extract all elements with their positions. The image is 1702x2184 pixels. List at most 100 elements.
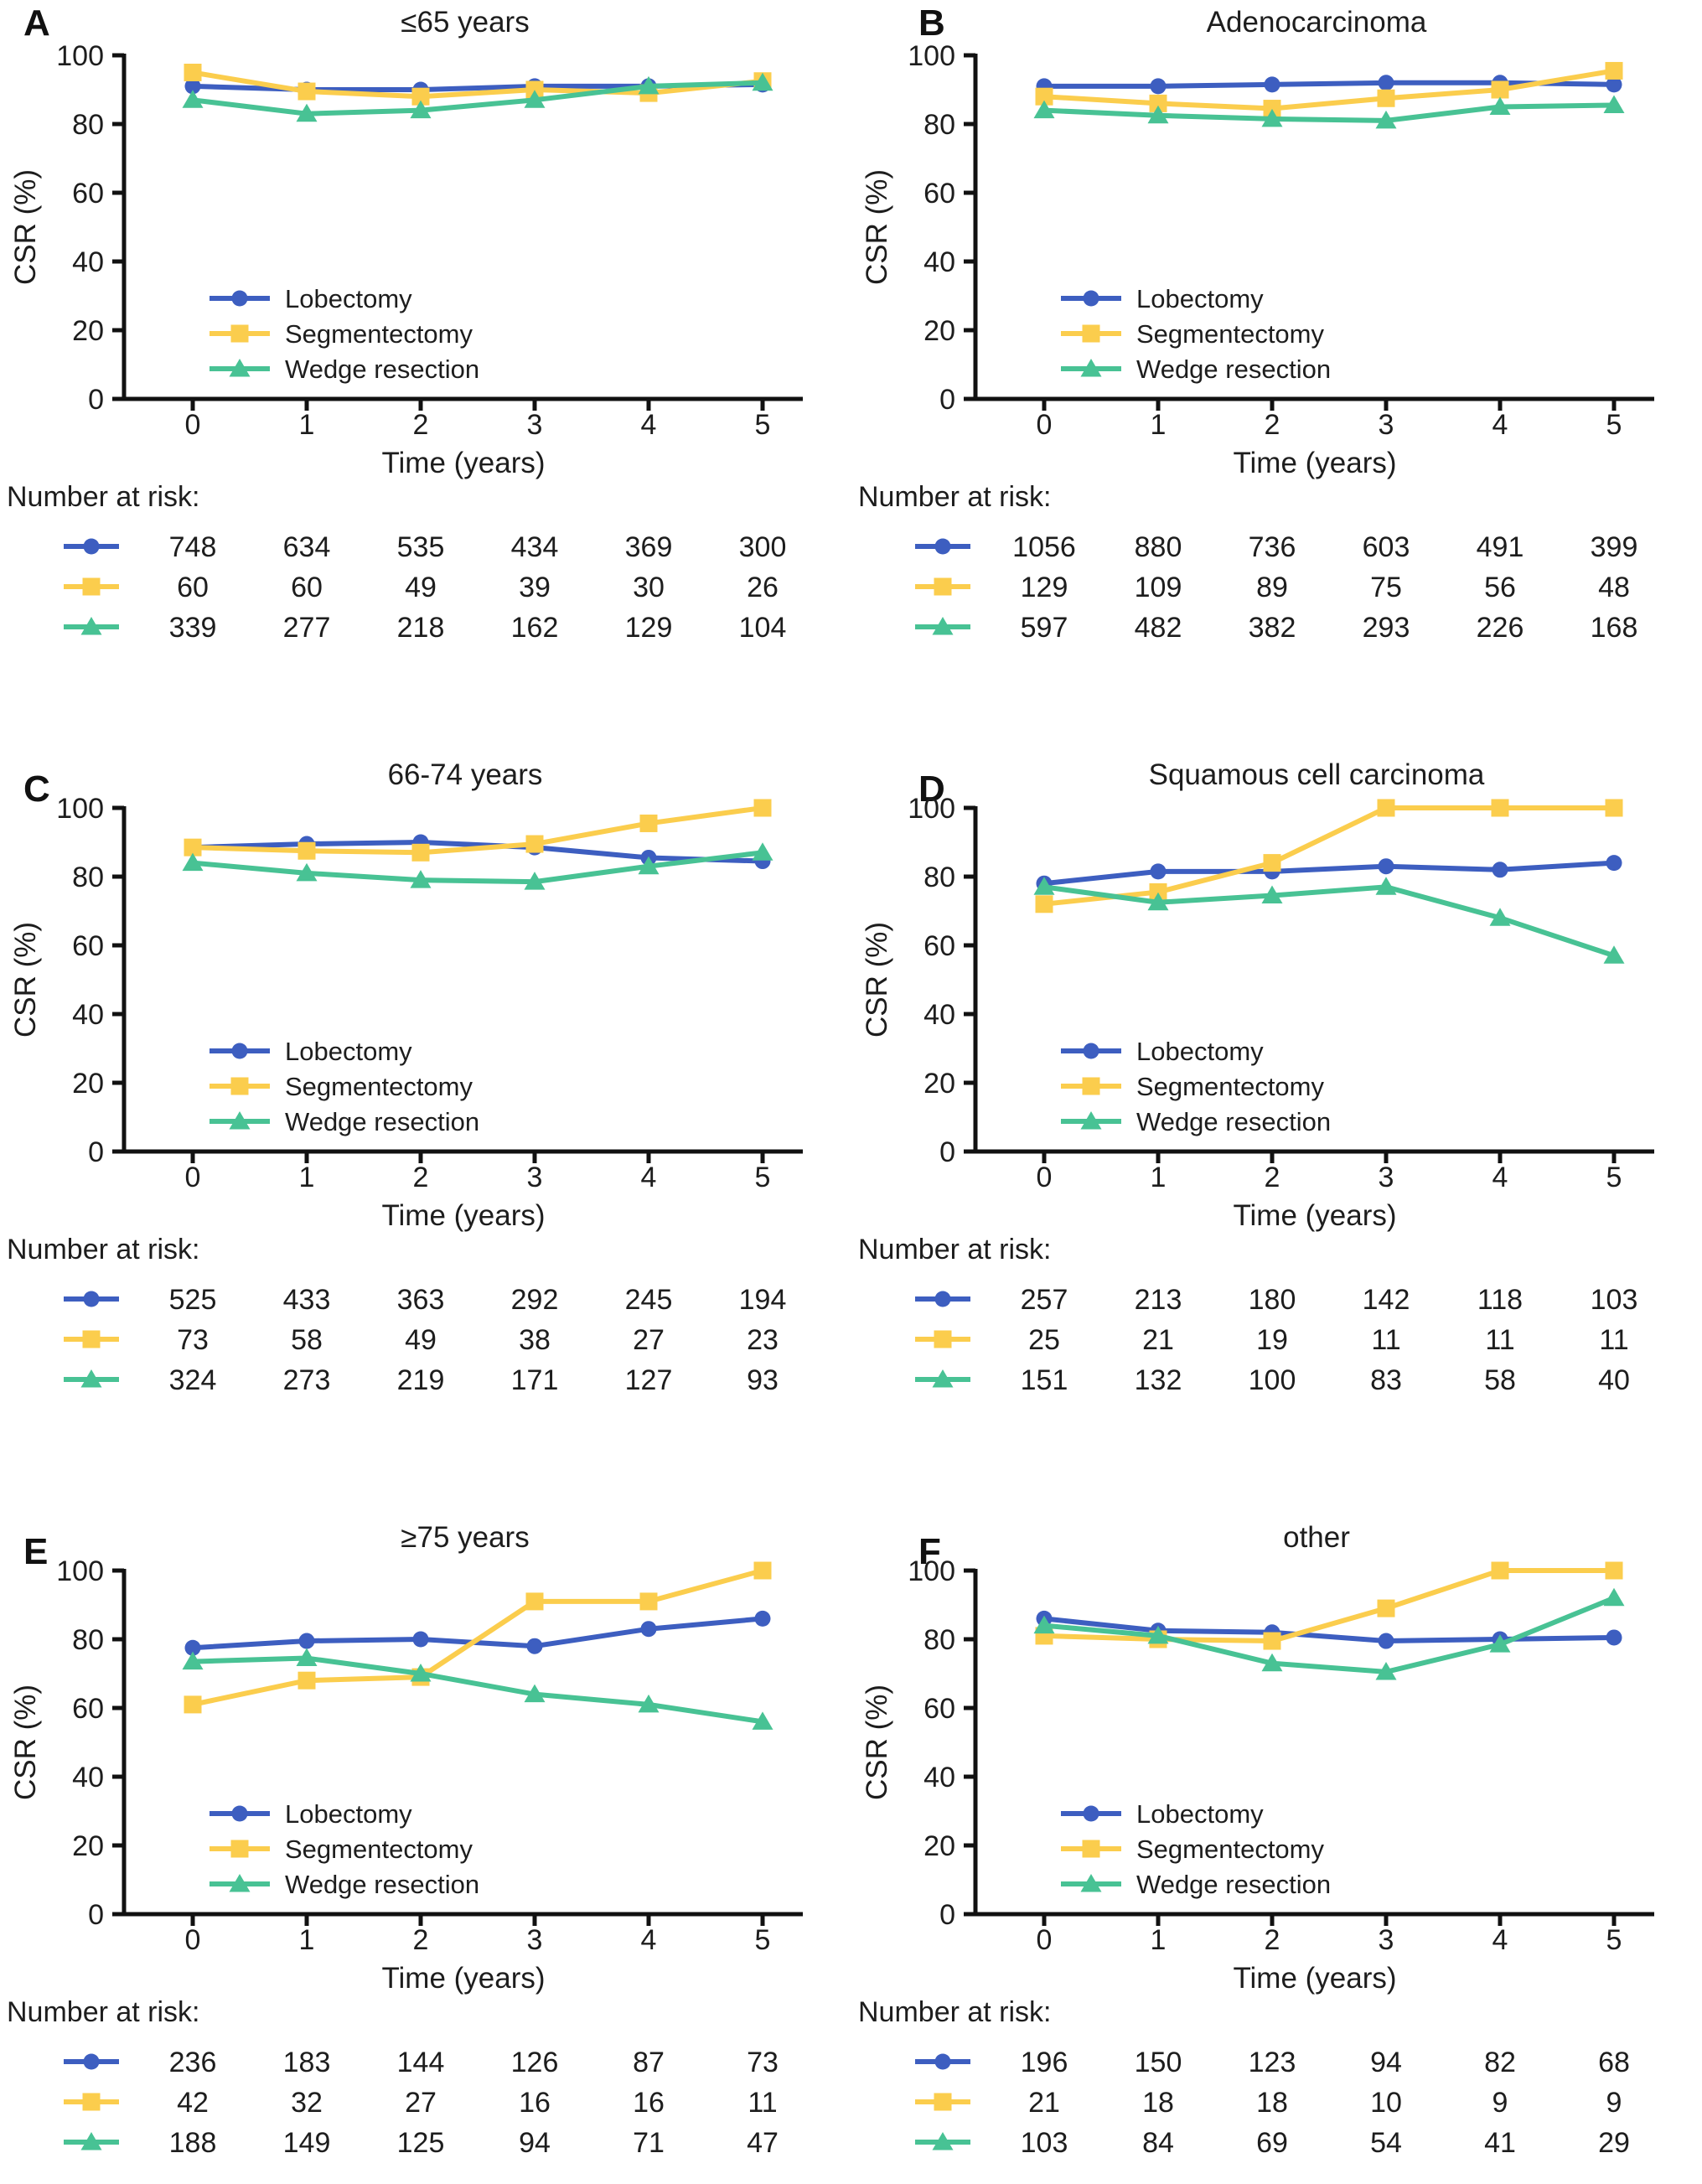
legend-label: Wedge resection [1136, 355, 1331, 384]
panel-letter: B [918, 3, 945, 44]
risk-count: 82 [1484, 2047, 1516, 2078]
risk-count: 49 [405, 1324, 437, 1356]
risk-count: 104 [739, 612, 787, 644]
risk-count: 73 [177, 1324, 209, 1356]
x-tick-label: 5 [1606, 409, 1622, 441]
risk-count: 150 [1135, 2047, 1182, 2078]
lobectomy-risk-glyph-marker [83, 538, 100, 555]
segmentectomy-marker [411, 87, 430, 106]
survival-chart: 0 20 40 60 80 100 CSR (%) 0 1 2 3 4 5 Time (years) Lob… [858, 40, 1654, 644]
risk-count: 29 [1598, 2127, 1630, 2159]
risk-count: 19 [1256, 1324, 1288, 1356]
x-tick-label: 3 [1379, 1924, 1394, 1956]
wedge-resection-line [1042, 102, 1617, 123]
risk-count: 47 [747, 2127, 779, 2159]
wedge-resection-marker [1261, 108, 1283, 127]
lobectomy-marker [1378, 858, 1394, 875]
y-tick-label: 100 [56, 40, 104, 72]
lobectomy-line [1042, 80, 1617, 89]
risk-count: 27 [405, 2087, 437, 2119]
y-axis-label: CSR (%) [861, 1685, 893, 1800]
risk-count: 40 [1598, 1364, 1630, 1396]
wedge-resection-marker [1603, 95, 1625, 113]
y-tick-label: 80 [72, 1624, 104, 1656]
risk-count: 11 [748, 2087, 777, 2119]
risk-count: 482 [1135, 612, 1182, 644]
wedge-resection-marker [1375, 877, 1397, 895]
panel-title: Adenocarcinoma [1206, 6, 1427, 39]
number-at-risk-label: Number at risk: [858, 1234, 1052, 1265]
panel-title: ≥75 years [401, 1521, 530, 1554]
risk-count: 257 [1021, 1284, 1068, 1316]
risk-count: 60 [177, 572, 209, 603]
risk-count: 27 [633, 1324, 665, 1356]
segmentectomy-line [1042, 805, 1617, 907]
risk-count: 535 [397, 531, 445, 563]
segmentectomy-marker [525, 835, 544, 853]
x-tick-label: 2 [1265, 409, 1280, 441]
segmentectomy-marker [184, 1695, 202, 1714]
segmentectomy-marker [297, 1671, 316, 1690]
panel-letter: C [23, 769, 50, 810]
wedge-resection-marker [410, 870, 432, 888]
lobectomy-marker [1606, 855, 1622, 872]
lobectomy-risk-glyph-marker [83, 2053, 100, 2070]
risk-count: 16 [633, 2087, 665, 2119]
risk-count: 30 [633, 572, 665, 603]
lobectomy-marker [184, 78, 201, 95]
segmentectomy-marker [525, 80, 544, 99]
risk-count: 277 [283, 612, 331, 644]
segmentectomy-marker [1377, 89, 1395, 107]
x-axis-label: Time (years) [1233, 447, 1396, 479]
segmentectomy-risk-glyph-marker [934, 2093, 952, 2111]
y-tick-label: 60 [72, 1693, 104, 1725]
risk-count: 94 [519, 2127, 551, 2159]
wedge-resection-marker [524, 1684, 546, 1703]
legend-label: Lobectomy [285, 1037, 412, 1066]
risk-count: 218 [397, 612, 445, 644]
number-at-risk-label: Number at risk: [7, 1234, 200, 1265]
y-axis-label: CSR (%) [9, 169, 42, 285]
x-axis-label: Time (years) [381, 1199, 545, 1232]
risk-count: 273 [283, 1364, 331, 1396]
wedge-resection-legend-marker [229, 1874, 251, 1892]
risk-count: 21 [1028, 2087, 1060, 2119]
wedge-resection-risk-glyph-marker [932, 617, 954, 635]
wedge-resection-marker [524, 872, 546, 890]
x-tick-label: 0 [185, 409, 201, 441]
wedge-resection-marker [1603, 945, 1625, 964]
lobectomy-marker [1150, 863, 1167, 880]
risk-count: 168 [1591, 612, 1638, 644]
risk-count: 236 [169, 2047, 217, 2078]
lobectomy-marker [1606, 76, 1622, 93]
panel-A: A ≤65 years 0 20 40 60 80 100 CSR (%) 0 1 2 3 4 5 Tim… [0, 0, 851, 737]
lobectomy-risk-glyph-marker [934, 538, 951, 555]
segmentectomy-marker [1605, 61, 1623, 80]
y-tick-label: 60 [923, 1693, 955, 1725]
legend-label: Segmentectomy [1136, 1835, 1324, 1864]
wedge-resection-marker [1147, 892, 1169, 911]
x-tick-label: 2 [1265, 1162, 1280, 1193]
risk-count: 171 [511, 1364, 559, 1396]
lobectomy-marker [1264, 76, 1280, 93]
y-tick-label: 80 [72, 109, 104, 141]
y-tick-label: 40 [923, 1762, 955, 1793]
risk-count: 433 [283, 1284, 331, 1316]
x-tick-label: 2 [413, 1924, 429, 1956]
number-at-risk-label: Number at risk: [858, 481, 1052, 513]
risk-count: 300 [739, 531, 787, 563]
x-tick-label: 1 [299, 409, 315, 441]
wedge-resection-marker [1147, 1625, 1169, 1644]
wedge-resection-line [190, 850, 765, 885]
risk-count: 42 [177, 2087, 209, 2119]
legend-label: Wedge resection [1136, 1107, 1331, 1136]
risk-count: 73 [747, 2047, 779, 2078]
y-tick-label: 20 [72, 1068, 104, 1100]
y-axis-label: CSR (%) [9, 922, 42, 1038]
lobectomy-marker [184, 1639, 201, 1656]
x-tick-label: 5 [755, 1924, 771, 1956]
x-tick-label: 5 [755, 409, 771, 441]
legend-label: Wedge resection [1136, 1870, 1331, 1899]
wedge-resection-line [190, 1655, 765, 1725]
risk-count: 363 [397, 1284, 445, 1316]
